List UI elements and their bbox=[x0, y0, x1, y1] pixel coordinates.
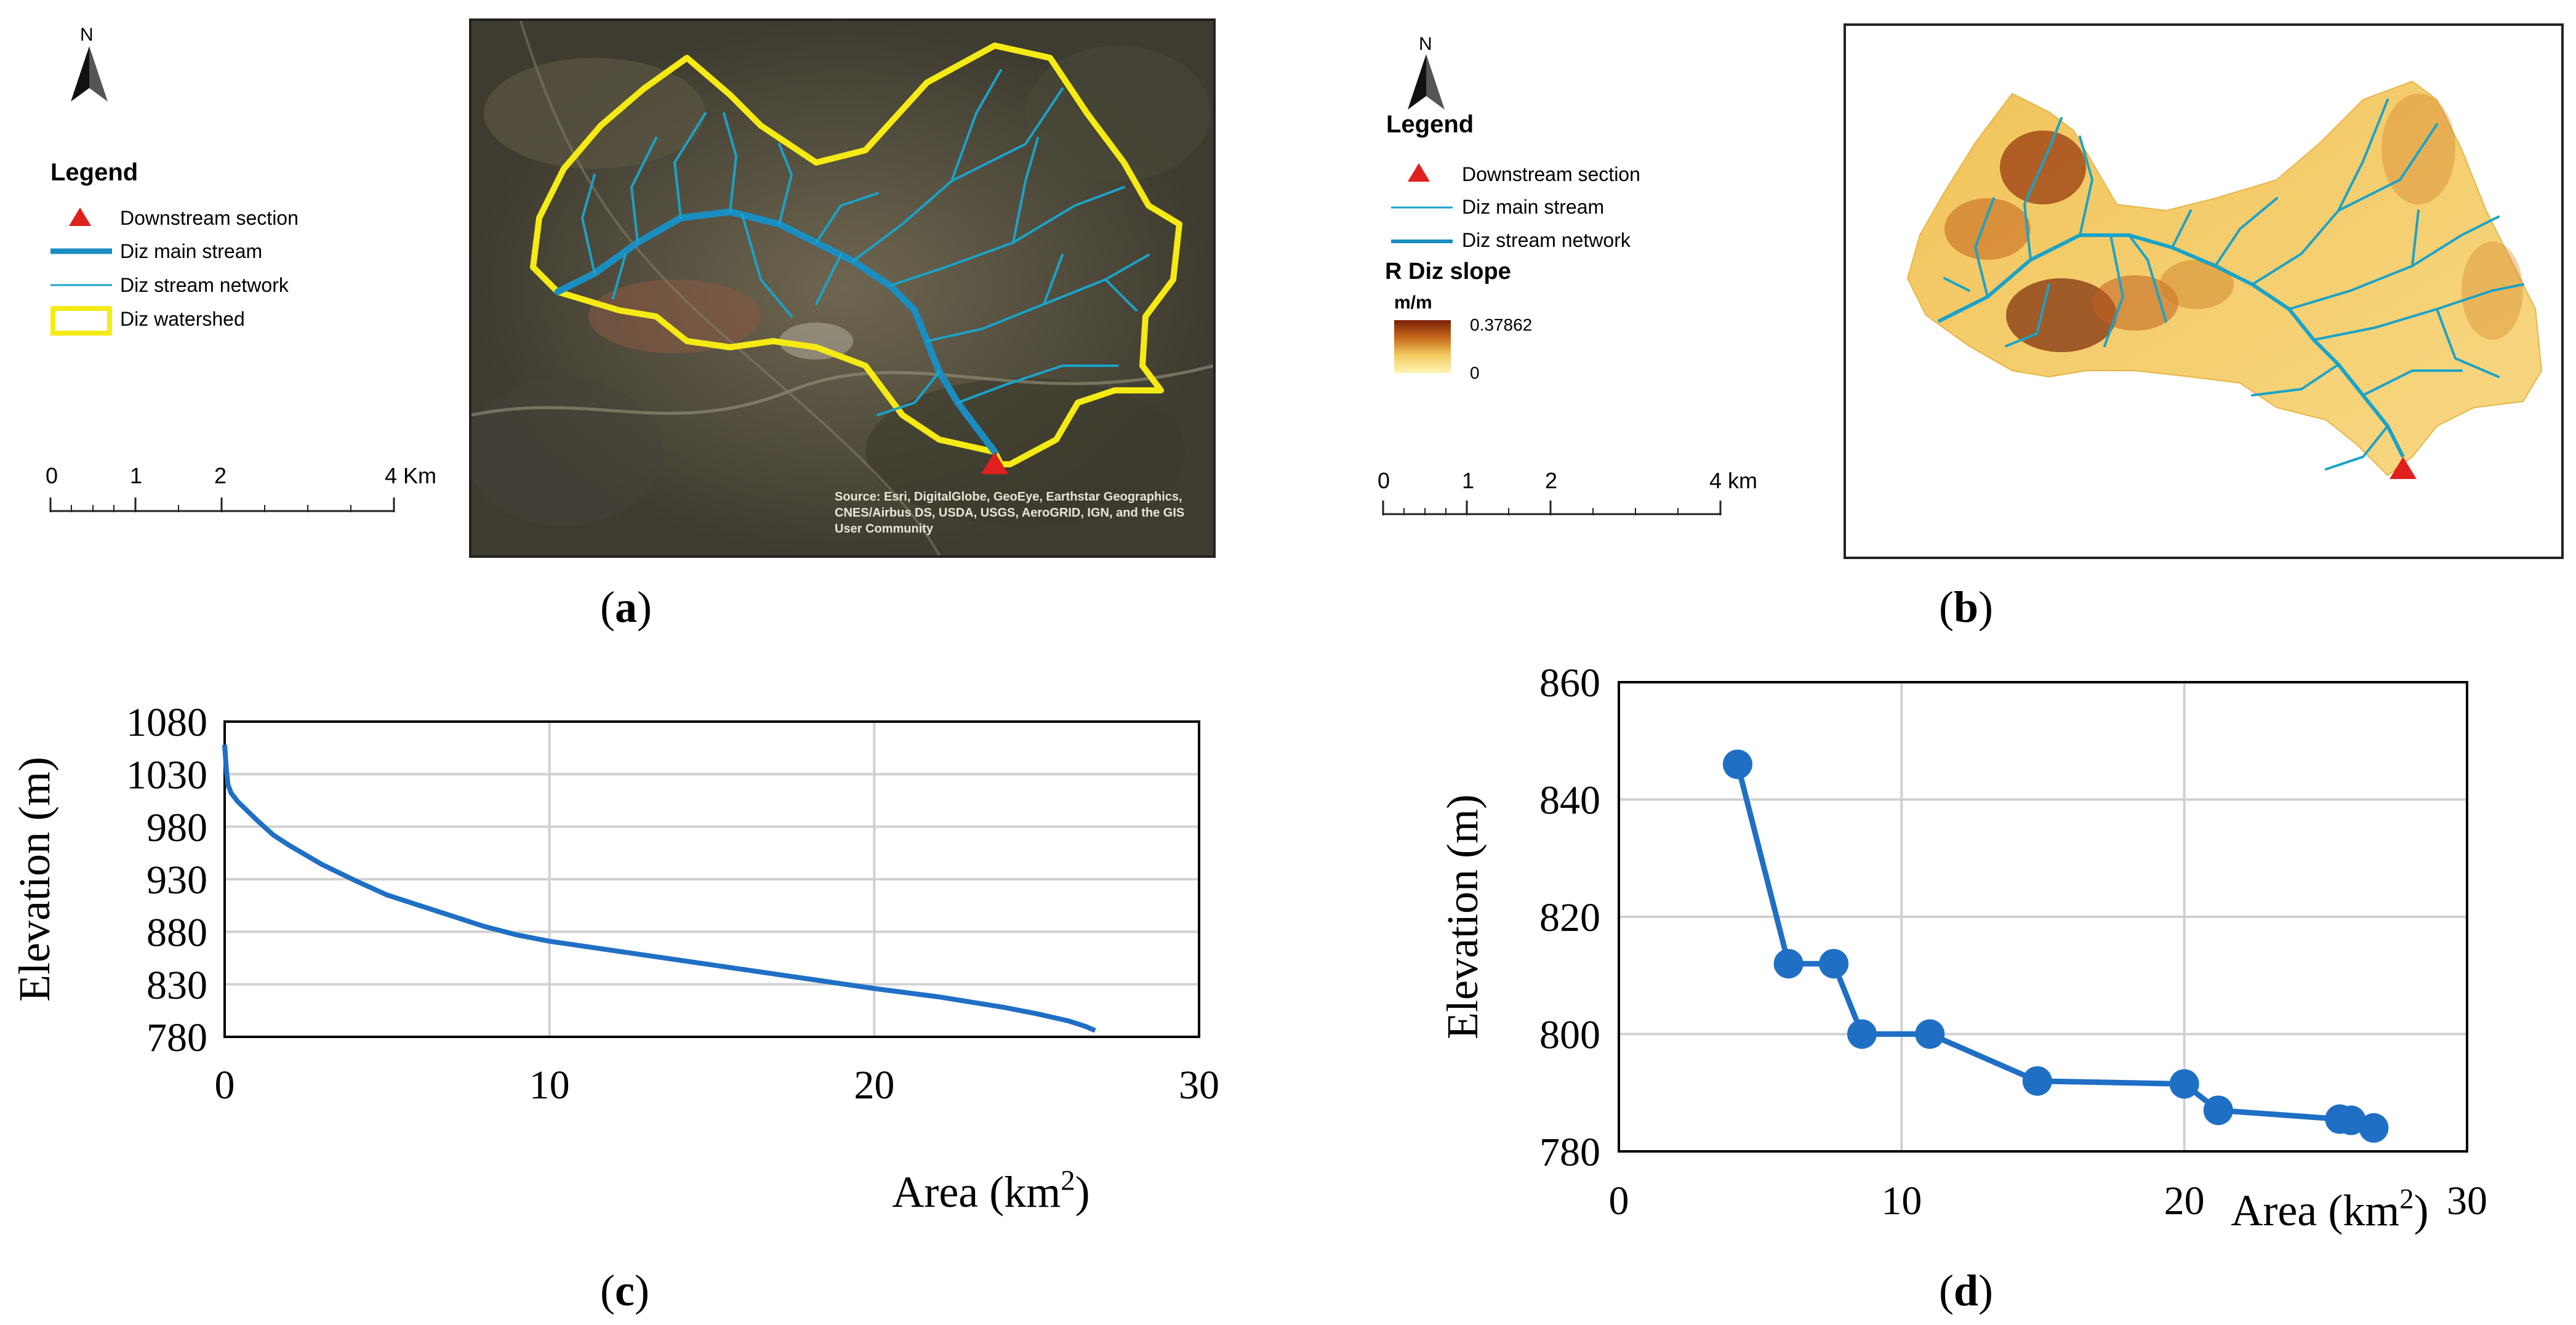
y-tick-label: 800 bbox=[1539, 1013, 1600, 1058]
downstream-section-marker-a bbox=[981, 452, 1008, 474]
scale-tick-4-a: 4 Km bbox=[385, 463, 437, 488]
main-stream-swatch-icon bbox=[1391, 206, 1453, 209]
legend-item-downstream: Downstream section bbox=[120, 207, 299, 229]
plot-frame bbox=[1618, 681, 2468, 1153]
downstream-triangle-icon bbox=[1408, 163, 1430, 182]
panel-label-b: (b) bbox=[1939, 582, 1994, 632]
satellite-map-svg bbox=[471, 21, 1213, 555]
slope-legend-title: R Diz slope bbox=[1385, 259, 1511, 284]
scale-bar-b bbox=[1382, 501, 1722, 515]
slope-units: m/m bbox=[1394, 292, 1432, 313]
data-point bbox=[1773, 949, 1804, 979]
scale-tick-1-b: 1 bbox=[1462, 468, 1475, 493]
watershed-swatch-icon bbox=[50, 306, 112, 336]
y-tick-label: 1080 bbox=[126, 700, 207, 745]
scale-tick-2-a: 2 bbox=[214, 463, 227, 488]
legend-item-stream-network: Diz stream network bbox=[120, 274, 289, 296]
data-point bbox=[1915, 1019, 1945, 1049]
north-label-a: N bbox=[80, 25, 94, 45]
north-label-b: N bbox=[1419, 34, 1432, 54]
panel-label-a: (a) bbox=[600, 582, 652, 632]
data-point bbox=[1819, 949, 1849, 979]
slope-map-b bbox=[1844, 23, 2564, 559]
scale-tick-4-b: 4 km bbox=[1709, 468, 1758, 493]
y-tick-label: 840 bbox=[1539, 778, 1600, 823]
x-tick-label: 0 bbox=[1609, 1178, 1629, 1223]
legend-item-main-stream-b: Diz main stream bbox=[1462, 196, 1605, 218]
y-tick-label: 980 bbox=[146, 805, 207, 850]
data-point bbox=[2203, 1095, 2233, 1126]
data-point bbox=[2359, 1113, 2389, 1143]
y-tick-label: 860 bbox=[1539, 661, 1600, 706]
y-tick-label: 880 bbox=[146, 910, 207, 955]
x-axis-label: Area (km2) bbox=[2231, 1183, 2428, 1235]
downstream-section-marker-b bbox=[2389, 457, 2417, 479]
legend-item-downstream-b: Downstream section bbox=[1462, 163, 1640, 185]
data-point bbox=[1847, 1019, 1877, 1049]
y-tick-label: 780 bbox=[146, 1015, 207, 1060]
x-axis-label: Area (km2) bbox=[892, 1165, 1089, 1217]
satellite-map-a: Source: Esri, DigitalGlobe, GeoEye, Eart… bbox=[469, 18, 1216, 558]
x-tick-label: 30 bbox=[1179, 1063, 1219, 1108]
x-tick-label: 20 bbox=[854, 1063, 894, 1108]
y-tick-label: 820 bbox=[1539, 895, 1600, 940]
north-arrow-icon bbox=[1408, 54, 1445, 110]
scale-tick-0-b: 0 bbox=[1378, 468, 1390, 493]
map-attribution: Source: Esri, DigitalGlobe, GeoEye, Eart… bbox=[835, 490, 1185, 536]
plot-frame bbox=[223, 720, 1200, 1038]
x-tick-label: 10 bbox=[1881, 1178, 1922, 1223]
y-tick-label: 1030 bbox=[126, 752, 207, 797]
chart-c: 780 830 880 930 980 1030 1080 0 10 20 30 Area (km2)… bbox=[10, 700, 1219, 1217]
panel-label-d: (d) bbox=[1939, 1266, 1994, 1315]
y-tick-label: 780 bbox=[1539, 1130, 1600, 1175]
panel-label-c: (c) bbox=[600, 1266, 649, 1315]
chart-d: 780 800 820 840 860 0 10 20 30 Area (km2) Elevatio… bbox=[1438, 661, 2487, 1235]
main-stream-swatch-icon bbox=[50, 248, 112, 254]
series-line bbox=[222, 744, 1096, 1033]
x-tick-label: 30 bbox=[2447, 1178, 2487, 1223]
x-tick-label: 10 bbox=[529, 1063, 570, 1108]
y-axis-label: Elevation (m) bbox=[1438, 794, 1487, 1039]
slope-map-svg bbox=[1906, 80, 2543, 479]
data-point bbox=[1722, 749, 1752, 779]
slope-min-label: 0 bbox=[1470, 363, 1480, 382]
scale-tick-2-b: 2 bbox=[1545, 468, 1558, 493]
north-arrow-icon bbox=[71, 46, 108, 102]
x-tick-label: 20 bbox=[2164, 1178, 2205, 1223]
legend-item-stream-network-b: Diz stream network bbox=[1462, 229, 1631, 251]
y-tick-label: 930 bbox=[146, 858, 207, 903]
scale-tick-1-a: 1 bbox=[130, 463, 143, 488]
legend-title-a: Legend bbox=[50, 159, 138, 186]
data-point bbox=[2336, 1105, 2366, 1135]
data-point bbox=[2022, 1066, 2052, 1096]
scale-bar-a bbox=[49, 497, 395, 512]
legend-item-main-stream: Diz main stream bbox=[120, 240, 263, 262]
stream-network-swatch-icon bbox=[50, 284, 112, 286]
scale-tick-0-a: 0 bbox=[46, 463, 58, 488]
data-point bbox=[2169, 1069, 2199, 1099]
legend-item-watershed: Diz watershed bbox=[120, 308, 245, 330]
x-tick-label: 0 bbox=[215, 1063, 235, 1108]
downstream-triangle-icon bbox=[69, 207, 91, 226]
y-tick-label: 830 bbox=[146, 963, 207, 1008]
slope-max-label: 0.37862 bbox=[1470, 315, 1533, 334]
slope-color-ramp bbox=[1394, 320, 1451, 373]
stream-network-swatch-icon bbox=[1391, 240, 1453, 243]
y-axis-label: Elevation (m) bbox=[10, 757, 59, 1002]
legend-title-b: Legend bbox=[1386, 111, 1474, 138]
